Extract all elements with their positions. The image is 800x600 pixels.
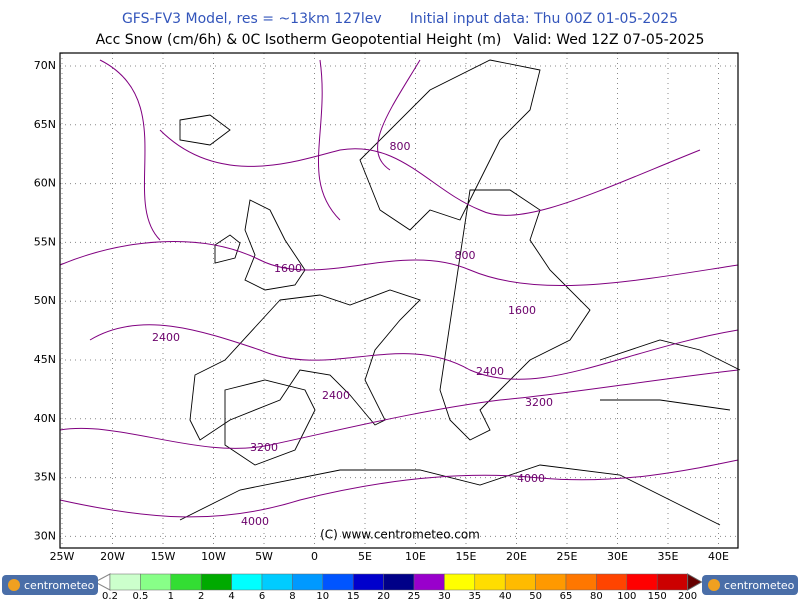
legend-swatch [626, 573, 658, 591]
contour-label: 2400 [322, 389, 350, 402]
contour-label: 2400 [476, 365, 504, 378]
lat-label: 45N [34, 353, 56, 366]
contour-label: 2400 [152, 331, 180, 344]
contour-label: 3200 [525, 396, 553, 409]
lon-label: 10W [201, 550, 226, 563]
lon-label: 0 [311, 550, 318, 563]
legend-swatch [504, 573, 536, 591]
legend-value: 25 [408, 591, 421, 600]
copyright: (C) www.centrometeo.com [320, 528, 480, 542]
legend-value: 6 [259, 591, 265, 600]
legend-value: 0.5 [132, 591, 148, 600]
legend-swatch [596, 573, 628, 591]
logo-text: centrometeo [724, 579, 795, 592]
contour-label: 800 [455, 249, 476, 262]
legend-swatch [413, 573, 445, 591]
legend-value: 35 [468, 591, 481, 600]
title-line: GFS-FV3 Model, res = ~13km 127lev Initial… [122, 11, 678, 27]
contour-label: 4000 [241, 515, 269, 528]
contour-label: 4000 [517, 472, 545, 485]
legend-swatch [474, 573, 506, 591]
contour-label: 800 [390, 140, 411, 153]
legend: 0.2 0.5 1 2 4 6 8 10 15 20 25 30 35 40 50 65 80 100 150 200 [93, 573, 703, 600]
lon-label: 20E [506, 550, 527, 563]
legend-value: 0.2 [102, 591, 118, 600]
subtitle-line: Acc Snow (cm/6h) & 0C Isotherm Geopotent… [96, 32, 705, 48]
legend-value: 15 [347, 591, 360, 600]
contour-label: 3200 [250, 441, 278, 454]
model-info: GFS-FV3 Model, res = ~13km 127lev [122, 11, 382, 27]
lat-label: 55N [34, 235, 56, 248]
logo-icon [708, 579, 720, 591]
labels: 70N 65N 60N 55N 50N 45N 40N 35N 30N 25W 20W 15W 10W 5… [34, 59, 729, 563]
lat-label: 60N [34, 177, 56, 190]
logo-left: centrometeo [2, 575, 98, 595]
lon-label: 40E [708, 550, 729, 563]
valid-time: Valid: Wed 12Z 07-05-2025 [513, 32, 704, 48]
legend-swatch [383, 573, 415, 591]
lon-label: 35E [658, 550, 679, 563]
legend-swatch [231, 573, 263, 591]
legend-swatch [322, 573, 354, 591]
legend-value: 8 [289, 591, 295, 600]
lon-label: 25E [557, 550, 578, 563]
logo-right: centrometeo [702, 575, 798, 595]
legend-value: 2 [198, 591, 204, 600]
lon-label: 20W [100, 550, 125, 563]
legend-swatch [444, 573, 476, 591]
legend-value: 1 [168, 591, 174, 600]
lon-label: 5W [255, 550, 273, 563]
lon-label: 30E [607, 550, 628, 563]
legend-swatch [261, 573, 293, 591]
legend-swatch [352, 573, 384, 591]
contour-label: 1600 [274, 262, 302, 275]
lat-label: 70N [34, 59, 56, 72]
lat-label: 35N [34, 471, 56, 484]
lon-label: 25W [50, 550, 75, 563]
legend-value: 30 [438, 591, 451, 600]
lat-label: 65N [34, 118, 56, 131]
logo-box [2, 575, 98, 595]
legend-swatch [292, 573, 324, 591]
lon-label: 10E [405, 550, 426, 563]
legend-value: 200 [678, 591, 697, 600]
field-name: Acc Snow (cm/6h) & 0C Isotherm Geopotent… [96, 32, 502, 48]
legend-swatch [565, 573, 597, 591]
legend-swatch [140, 573, 172, 591]
legend-value: 10 [316, 591, 329, 600]
legend-value: 65 [560, 591, 573, 600]
legend-swatch [109, 573, 141, 591]
legend-value: 80 [590, 591, 603, 600]
lon-label: 5E [358, 550, 372, 563]
legend-value: 50 [529, 591, 542, 600]
legend-value: 40 [499, 591, 512, 600]
legend-value: 4 [228, 591, 234, 600]
coastlines [179, 59, 741, 526]
legend-value: 150 [648, 591, 667, 600]
isolines [59, 59, 739, 518]
graticule [60, 53, 738, 548]
lon-label: 15E [456, 550, 477, 563]
initial-time: Initial input data: Thu 00Z 01-05-2025 [410, 11, 678, 27]
legend-swatch [200, 573, 232, 591]
legend-value: 20 [377, 591, 390, 600]
lat-label: 40N [34, 412, 56, 425]
logo-icon [8, 579, 20, 591]
lon-label: 15W [151, 550, 176, 563]
legend-arrow-right [687, 573, 703, 591]
lat-label: 50N [34, 294, 56, 307]
logo-box [702, 575, 798, 595]
map-frame [59, 52, 739, 549]
contour-label: 1600 [508, 304, 536, 317]
legend-value: 100 [617, 591, 636, 600]
logo-text: centrometeo [24, 579, 95, 592]
lat-label: 30N [34, 529, 56, 542]
legend-swatch [656, 573, 688, 591]
legend-swatch [170, 573, 202, 591]
legend-swatch [535, 573, 567, 591]
